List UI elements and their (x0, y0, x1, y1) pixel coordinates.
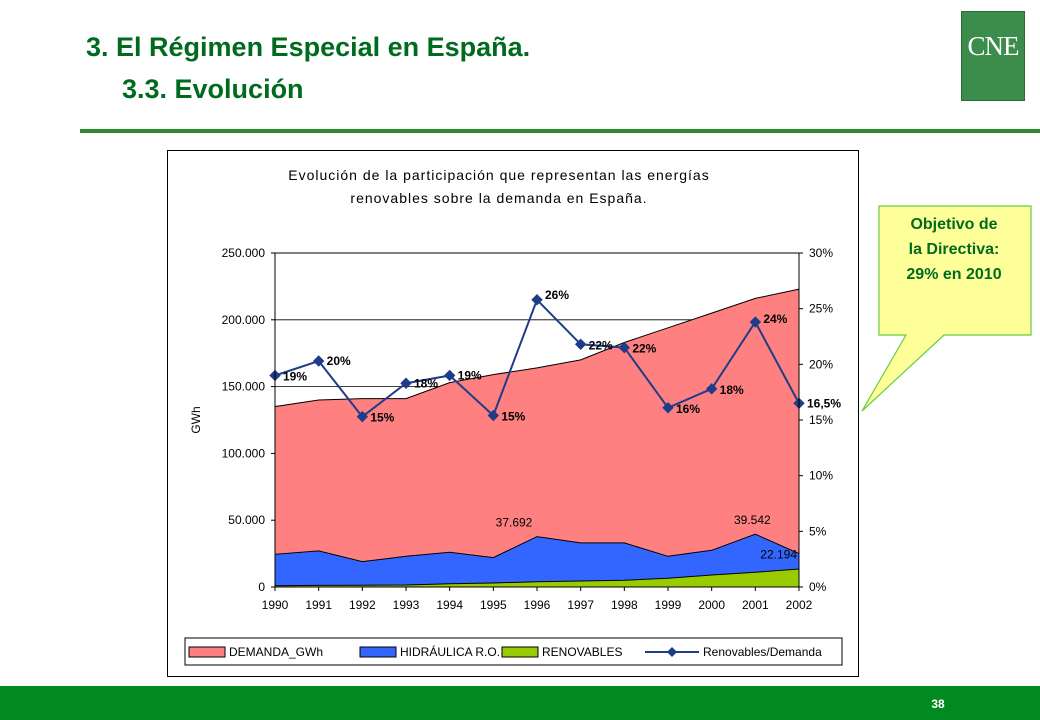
y2-tick-label: 15% (809, 413, 833, 427)
percent-data-label: 19% (283, 369, 307, 383)
y-tick-label: 250.000 (222, 246, 266, 260)
title-divider (80, 129, 1040, 133)
legend-renovables-swatch (501, 646, 539, 658)
chart: Evolución de la participación que repres… (167, 150, 859, 677)
percent-data-label: 18% (414, 376, 438, 390)
axis-layer: 0 50.000 100.000 150.000 200.000 250.000 0% 5% 1… (222, 246, 834, 612)
ratio-marker (312, 355, 325, 367)
legend-items: DEMANDA_GWh HIDRÁULICA R.O. RENOVABLES Reno… (188, 644, 822, 659)
percent-data-label: 15% (370, 411, 394, 425)
percent-data-label: 22% (589, 338, 613, 352)
percent-data-label: 18% (720, 383, 744, 397)
percent-data-label: 19% (458, 368, 482, 382)
legend-hidraulica-label: HIDRÁULICA R.O. (400, 644, 500, 659)
hidraulica-area (274, 533, 800, 588)
footer-bar (0, 686, 1040, 720)
ratio-marker (400, 377, 412, 389)
ratio-marker (574, 338, 587, 351)
legend-hidraulica: HIDRÁULICA R.O. (359, 644, 500, 659)
callout-bubble (861, 205, 1032, 412)
y-tick-label: 100.000 (222, 446, 266, 460)
x-tick-label: 1994 (436, 598, 463, 612)
percent-data-label: 16,5% (807, 396, 841, 410)
ratio-marker (487, 409, 500, 422)
ratio-marker (443, 369, 456, 382)
x-tick-label: 1998 (611, 598, 638, 612)
slide-title: 3. El Régimen Especial en España. (86, 32, 531, 62)
demanda-area (274, 288, 800, 588)
cne-logo: CNE (961, 11, 1025, 101)
x-tick-label: 2002 (786, 598, 813, 612)
percent-data-label: 22% (632, 342, 656, 356)
x-tick-label: 1995 (480, 598, 507, 612)
value-2002-label: 22.194 (760, 548, 797, 562)
legend-renovables-label: RENOVABLES (542, 645, 622, 659)
renovables-area (274, 568, 800, 588)
chart-title-line2: renovables sobre la demanda en España. (350, 190, 647, 206)
percent-data-label: 26% (545, 288, 569, 302)
x-tick-label: 1999 (655, 598, 682, 612)
y2-tick-label: 10% (809, 469, 833, 483)
x-tick-label: 1991 (305, 598, 332, 612)
ratio-marker (662, 402, 674, 414)
legend-hidraulica-swatch (359, 646, 397, 658)
callout-line1: Objetivo de (910, 216, 998, 233)
legend-ratio-marker (667, 647, 677, 657)
legend-ratio-label: Renovables/Demanda (703, 645, 822, 659)
ratio-marker (618, 341, 631, 354)
ratio-marker (356, 410, 369, 423)
hidraulica-1996-label: 37.692 (496, 516, 533, 530)
x-tick-label: 2001 (742, 598, 769, 612)
y2-tick-label: 25% (809, 302, 833, 316)
y-tick-label: 150.000 (222, 380, 266, 394)
x-tick-label: 1997 (567, 598, 594, 612)
y2-tick-label: 30% (809, 246, 833, 260)
x-tick-label: 1992 (349, 598, 376, 612)
percent-data-label: 20% (327, 354, 351, 368)
y2-tick-label: 0% (809, 580, 827, 594)
y2-tick-label: 5% (809, 524, 827, 538)
hidraulica-2001-label: 39.542 (734, 513, 771, 527)
page-number: 38 (931, 697, 945, 711)
y2-tick-label: 20% (809, 357, 833, 371)
chart-title-line1: Evolución de la participación que repres… (288, 167, 709, 183)
legend-demanda-swatch (188, 646, 226, 658)
slide-subtitle: 3.3. Evolución (122, 74, 304, 104)
legend-demanda: DEMANDA_GWh (188, 645, 323, 659)
ratio-marker (531, 294, 543, 306)
percent-data-label: 15% (501, 410, 525, 424)
percent-data-label: 24% (763, 312, 787, 326)
legend-renovables: RENOVABLES (501, 645, 622, 659)
x-tick-label: 2000 (698, 598, 725, 612)
directive-callout: Objetivo de la Directiva: 29% en 2010 (878, 212, 1030, 287)
legend-ratio: Renovables/Demanda (645, 645, 822, 659)
x-tick-label: 1990 (262, 598, 289, 612)
y-tick-label: 50.000 (228, 513, 265, 527)
y-tick-label: 0 (258, 580, 265, 594)
y-tick-label: 200.000 (222, 313, 266, 327)
callout-line2: la Directiva: (908, 241, 1000, 258)
x-tick-label: 1993 (393, 598, 420, 612)
x-tick-label: 1996 (524, 598, 551, 612)
ratio-marker (705, 383, 718, 395)
y-axis-label: GWh (189, 406, 203, 433)
legend-demanda-label: DEMANDA_GWh (229, 645, 323, 659)
ratio-marker (749, 316, 762, 328)
callout-line3: 29% en 2010 (906, 266, 1002, 283)
plot-layer: 19% 20% 15% 18% 19% 15% 26% 22% 22% 16% 18% 24% 16,5… (269, 252, 841, 588)
percent-data-label: 16% (676, 402, 700, 416)
